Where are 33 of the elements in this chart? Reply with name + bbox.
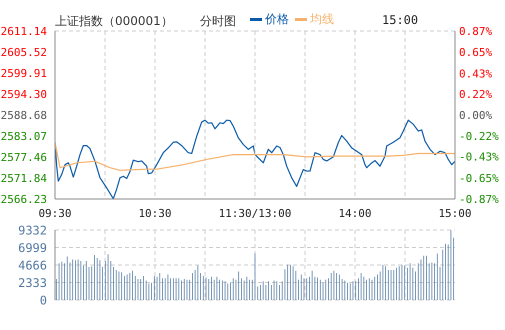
y-tick-label: 2588.68 [0,109,47,122]
y-tick-label: 2583.07 [0,130,47,144]
y-tick-label: 2333 [18,276,47,290]
x-tick-label: 09:30 [38,207,72,220]
y2-tick-label: 0.43% [459,67,492,80]
y-tick-label: 2599.91 [0,67,47,80]
x-tick-label: 15:00 [438,207,472,220]
y2-tick-label: -0.43% [459,150,500,164]
y2-tick-label: 0.87% [459,25,492,38]
x-tick-label: 11:30/13:00 [218,207,292,220]
y-tick-label: 2566.23 [0,193,47,206]
y2-tick-label: 0.65% [459,46,492,60]
y2-tick-label: 0.00% [459,109,492,122]
text: 15:00 [382,13,418,27]
y-tick-label: 9332 [18,223,47,238]
x-tick-label: 10:30 [138,207,172,220]
y-tick-label: 0 [40,293,47,308]
x-tick-label: 14:00 [338,207,372,220]
y-tick-label: 2605.52 [0,46,47,60]
y-tick-label: 4666 [18,258,47,272]
legend-label: 价格 [264,12,289,26]
y2-tick-label: -0.87% [459,193,500,206]
y2-tick-label: 0.22% [459,88,492,101]
y-tick-label: 2611.14 [0,25,48,38]
y-tick-label: 2577.46 [0,150,47,164]
y-tick-label: 2594.30 [0,88,47,101]
y2-tick-label: -0.65% [459,172,500,185]
chart-title: 上证指数（000001） [55,13,173,30]
chart-subtitle: 分时图 [200,13,236,30]
legend-label: 均线 [309,12,334,26]
y-tick-label: 6999 [18,240,47,255]
y2-tick-label: -0.22% [459,130,500,144]
y-tick-label: 2571.84 [0,172,48,186]
